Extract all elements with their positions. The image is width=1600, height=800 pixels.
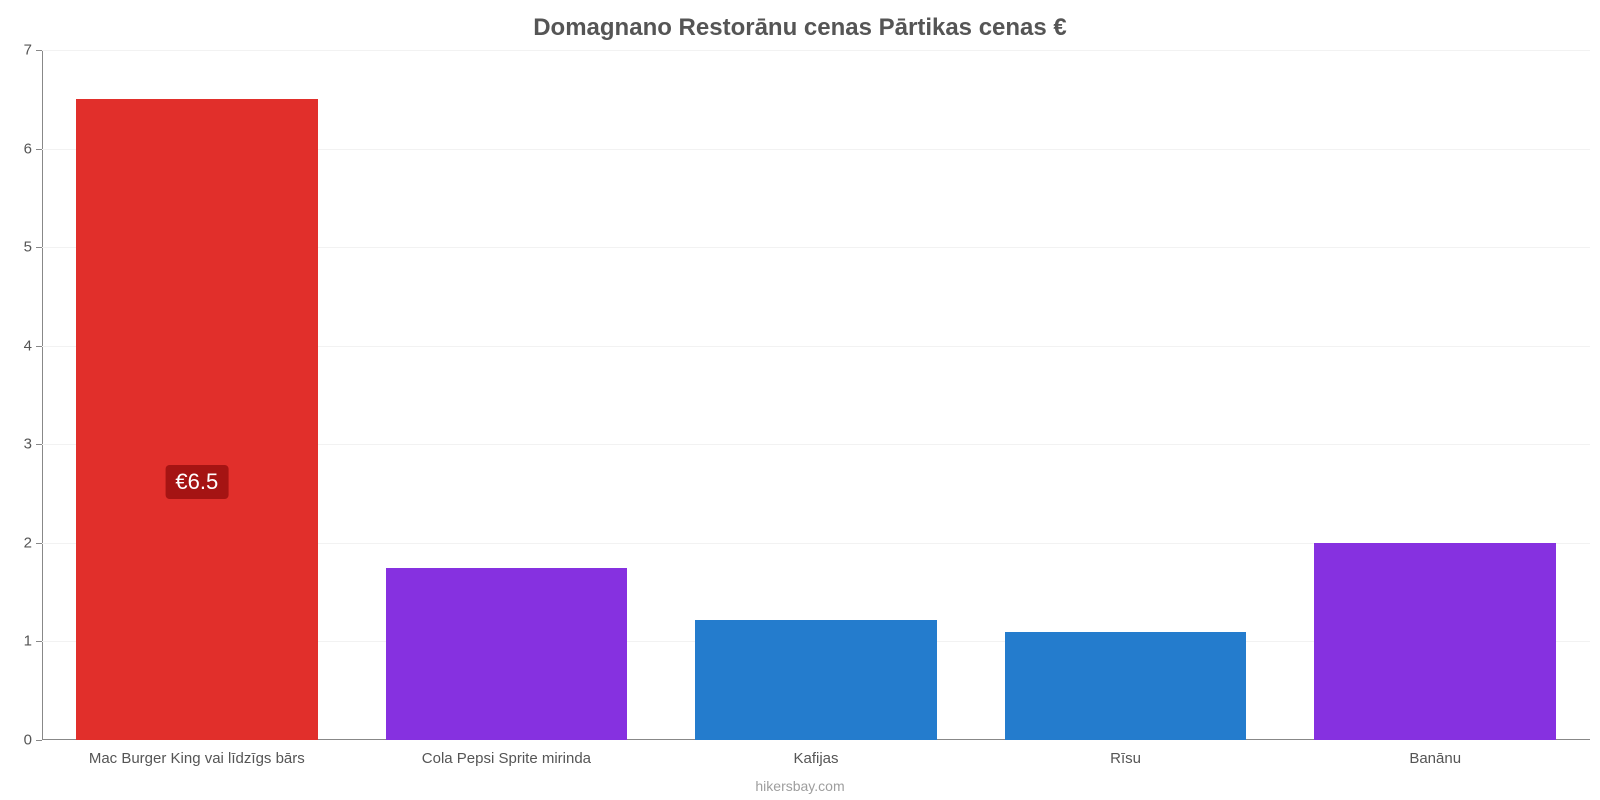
x-category-label: Mac Burger King vai līdzīgs bārs: [89, 740, 305, 767]
chart-title: Domagnano Restorānu cenas Pārtikas cenas…: [0, 14, 1600, 42]
bar-value-badge: €6.5: [165, 465, 228, 499]
x-category-label: Rīsu: [1110, 740, 1141, 767]
x-category-label: Kafijas: [793, 740, 838, 767]
y-tick-label: 6: [24, 140, 42, 157]
y-axis-line: [42, 50, 43, 740]
y-tick-label: 4: [24, 337, 42, 354]
gridline: [42, 50, 1590, 51]
bar: €1.2: [695, 620, 936, 740]
y-tick-label: 1: [24, 633, 42, 650]
bar: €2: [1314, 543, 1555, 740]
bar: €6.5: [76, 99, 317, 740]
bar: €1.8: [386, 568, 627, 741]
bar: €1.1: [1005, 632, 1246, 740]
y-tick-label: 0: [24, 732, 42, 749]
chart-container: Domagnano Restorānu cenas Pārtikas cenas…: [0, 0, 1600, 800]
y-tick-label: 5: [24, 239, 42, 256]
y-tick-label: 2: [24, 534, 42, 551]
chart-footer: hikersbay.com: [0, 778, 1600, 794]
x-category-label: Banānu: [1409, 740, 1461, 767]
y-tick-label: 3: [24, 436, 42, 453]
x-category-label: Cola Pepsi Sprite mirinda: [422, 740, 591, 767]
y-tick-label: 7: [24, 42, 42, 59]
plot-area: 01234567€6.5Mac Burger King vai līdzīgs …: [42, 50, 1590, 740]
